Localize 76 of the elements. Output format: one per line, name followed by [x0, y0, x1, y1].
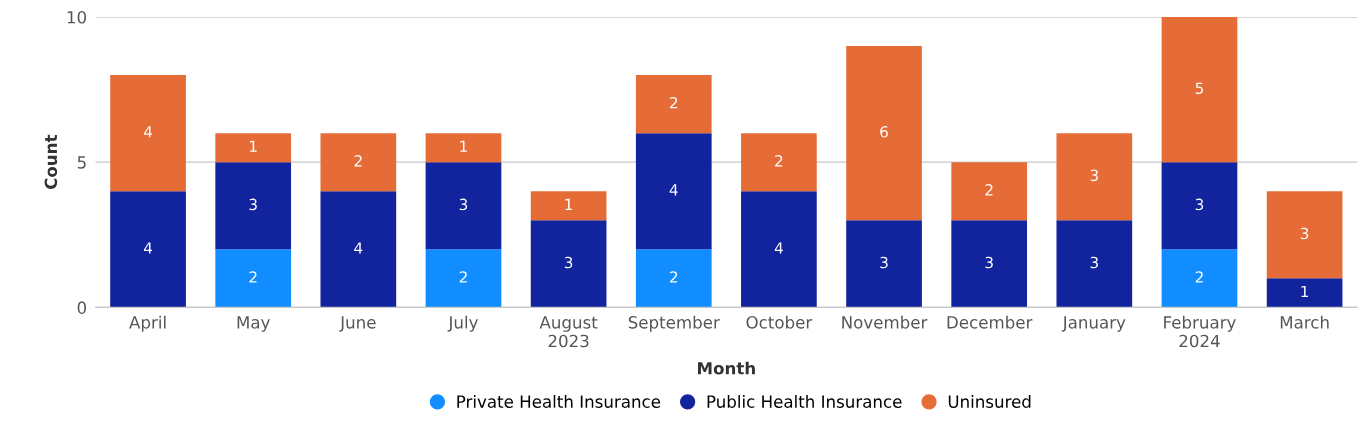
bar — [1056, 220, 1133, 308]
bar — [215, 162, 292, 250]
y-tick-label: 0 — [77, 301, 87, 314]
data-label: 3 — [459, 198, 468, 211]
x-axis-title: Month — [698, 361, 755, 375]
bar — [320, 191, 397, 308]
data-label: 1 — [460, 140, 467, 152]
x-tick-label: September — [628, 315, 720, 332]
bar — [1161, 162, 1238, 250]
data-label: 2 — [775, 155, 783, 167]
bar — [635, 249, 712, 308]
x-tick-label: January — [1061, 316, 1126, 332]
bar — [1161, 16, 1238, 163]
bar — [320, 133, 397, 192]
bar — [215, 249, 292, 308]
data-label: 3 — [1090, 169, 1098, 182]
bar — [110, 75, 186, 192]
data-label: 1 — [565, 198, 573, 210]
bar — [425, 249, 502, 308]
bar — [1266, 191, 1343, 279]
bar — [425, 162, 502, 250]
x-tick-label: February 2024 — [1164, 315, 1236, 348]
bar — [846, 220, 922, 308]
bar — [425, 133, 502, 163]
y-tick-label: 5 — [77, 156, 86, 169]
data-label: 3 — [1300, 227, 1309, 240]
data-label: 4 — [143, 126, 153, 138]
data-label: 6 — [880, 126, 888, 138]
bar — [530, 191, 607, 221]
bar — [951, 162, 1028, 221]
data-label: 4 — [774, 242, 783, 254]
bar — [1056, 133, 1133, 221]
x-tick-label: April — [129, 315, 166, 332]
x-tick-label: March — [1280, 315, 1329, 329]
data-label: 3 — [249, 198, 257, 211]
bar — [530, 220, 607, 308]
bar — [741, 191, 817, 308]
data-label: 2 — [459, 271, 467, 283]
bar — [951, 220, 1028, 308]
data-label: 2 — [670, 96, 678, 109]
x-tick-label: August 2023 — [539, 316, 598, 348]
y-tick-label: 10 — [67, 10, 87, 24]
bar — [635, 75, 712, 134]
data-label: 2 — [985, 184, 993, 196]
data-label: 1 — [1301, 285, 1309, 298]
data-label: 3 — [1195, 198, 1204, 211]
bar — [846, 46, 922, 221]
data-label: 4 — [669, 184, 678, 196]
data-label: 2 — [354, 155, 362, 167]
bar — [635, 133, 712, 250]
x-tick-label: December — [947, 315, 1033, 329]
x-tick-label: May — [237, 316, 270, 332]
data-label: 4 — [354, 242, 363, 254]
data-label: 2 — [1195, 271, 1203, 283]
bar — [741, 133, 817, 192]
bar — [110, 191, 186, 308]
legend-label: Uninsured — [948, 395, 1031, 408]
data-label: 1 — [250, 140, 257, 152]
bar — [1266, 278, 1343, 308]
data-label: 3 — [564, 256, 573, 269]
bar — [215, 133, 292, 163]
x-tick-label: June — [339, 316, 376, 332]
legend-label: Private Health Insurance — [457, 395, 661, 408]
bar — [1161, 249, 1238, 308]
x-tick-label: October — [746, 315, 813, 329]
y-axis-title: Count — [44, 134, 58, 190]
data-label: 4 — [143, 242, 153, 254]
x-tick-label: July — [447, 315, 478, 332]
data-label: 3 — [880, 256, 888, 269]
data-label: 5 — [1195, 82, 1203, 94]
x-tick-label: November — [842, 315, 928, 329]
data-label: 2 — [670, 271, 678, 283]
data-label: 3 — [1090, 256, 1098, 269]
legend-label: Public Health Insurance — [707, 395, 902, 408]
data-label: 2 — [249, 271, 257, 283]
data-label: 3 — [985, 256, 993, 269]
